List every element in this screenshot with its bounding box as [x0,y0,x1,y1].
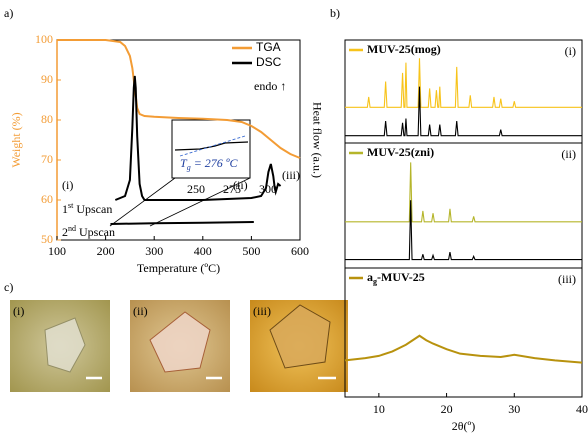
y-tick-label: 90 [41,72,53,86]
x-tick-label: 30 [508,402,520,416]
panel-label: a) [4,6,13,20]
photo-label: (iii) [253,304,271,318]
y-tick-label: 50 [41,232,53,246]
photo-label: (ii) [133,304,148,318]
panel-label: c) [4,280,13,294]
x-tick-label: 300 [145,244,163,258]
legend-label: DSC [256,55,282,69]
y-tick-label: 60 [41,192,53,206]
pattern-label: (i) [565,44,576,58]
legend-label: TGA [256,40,281,54]
annotation: endo ↑ [254,79,286,93]
annotation: (iii) [282,168,300,182]
upscan-label-part: nd [68,224,76,233]
inset-tick-label: 250 [187,182,205,196]
upscan-label-part: Upscan [76,225,115,239]
x-tick-label: 100 [48,244,66,258]
inset-tick-label: 275 [223,182,241,196]
panel-label: b) [330,6,340,20]
x-tick-label: 600 [291,244,309,258]
inset-tick-label: 300 [259,182,277,196]
y-axis-label: Weight (%) [9,112,23,167]
y2-axis-label: Heat flow (a.u.) [310,102,324,178]
x-tick-label: 40 [576,402,588,416]
tg-label-part: = 276 ºC [191,156,239,170]
x-tick-label: 200 [97,244,115,258]
figure: a) b) c) (i) (ii) (iii) 100 200 300 400 500 6… [0,0,588,435]
pattern-title: MUV-25(mog) [367,42,441,56]
x-tick-label: 500 [242,244,260,258]
pattern-label: (ii) [561,147,576,161]
x-tick-label: 20 [441,402,453,416]
x-tick-label: 10 [373,402,385,416]
pattern-label: (iii) [558,272,576,286]
y-tick-label: 100 [35,32,53,46]
x-axis-label: 2θ(º) [452,419,475,433]
photos: (i) (ii) (iii) [10,300,348,392]
x-tick-label: 400 [194,244,212,258]
y-tick-label: 80 [41,112,53,126]
upscan-label-part: Upscan [73,202,112,216]
annotation: (i) [62,178,73,192]
photo-label: (i) [13,304,24,318]
pattern-title: MUV-25(zni) [367,145,434,159]
x-axis-label: Temperature (ºC) [137,261,220,275]
y-tick-label: 70 [41,152,53,166]
pattern-title-part: -MUV-25 [377,270,425,284]
